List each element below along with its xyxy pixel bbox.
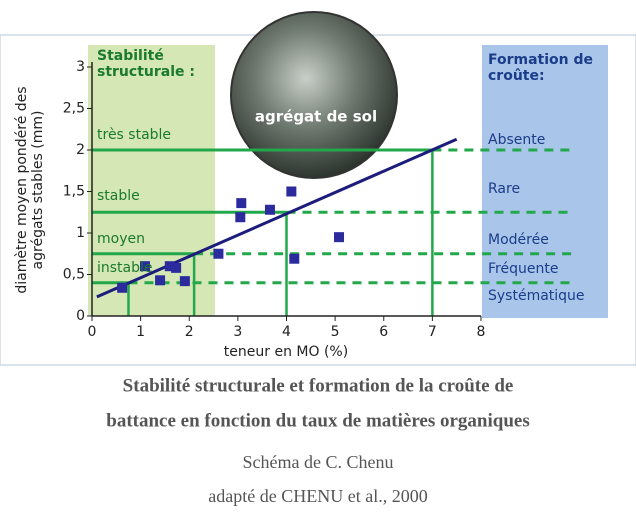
y-tick-label: 2 [76, 142, 85, 158]
y-tick-label: 0,5 [63, 267, 85, 283]
class-label: Fréquente [488, 261, 558, 277]
x-tick-label: 2 [185, 324, 194, 340]
y-axis-label: agrégats stables (mm) [30, 111, 46, 270]
point [236, 198, 247, 209]
x-tick-label: 3 [233, 324, 242, 340]
class-label: instable [97, 260, 153, 276]
caption-credit: Schéma de C. Chenu [243, 452, 394, 472]
class-label: Absente [488, 132, 545, 148]
point [171, 262, 182, 273]
y-tick-label: 1,5 [63, 184, 85, 200]
point [264, 204, 275, 215]
x-tick-label: 1 [136, 324, 145, 340]
trend-line [96, 137, 458, 299]
point [235, 212, 246, 223]
panel-title: Formation de [488, 52, 593, 68]
point [289, 253, 300, 264]
class-label: Systématique [488, 288, 585, 304]
class-label: Modérée [488, 232, 549, 248]
crust-panel [482, 45, 608, 318]
point [179, 276, 190, 287]
x-axis-label: teneur en MO (%) [224, 344, 348, 360]
caption-title: Stabilité structurale et formation de la… [123, 375, 514, 396]
photo [230, 11, 398, 179]
x-tick-label: 7 [428, 324, 437, 340]
panel-title: Stabilité [97, 48, 164, 64]
y-tick-label: 3 [76, 59, 85, 75]
panel-title: structurale : [97, 64, 195, 80]
point [286, 186, 297, 197]
panel-title: croûte: [488, 68, 545, 84]
x-tick-label: 8 [477, 324, 486, 340]
x-tick-label: 6 [379, 324, 388, 340]
x-tick-label: 5 [331, 324, 340, 340]
point [334, 232, 345, 243]
caption-source: adapté de CHENU et al., 2000 [208, 486, 427, 506]
caption-title: battance en fonction du taux de matières… [106, 410, 529, 431]
y-tick-label: 2,5 [63, 101, 85, 117]
point [155, 275, 166, 286]
class-label: très stable [97, 127, 171, 143]
photo-label: agrégat de sol [255, 108, 377, 126]
y-tick-label: 0 [76, 308, 85, 324]
class-label: Rare [488, 181, 520, 197]
x-tick-label: 4 [282, 324, 291, 340]
class-label: moyen [97, 231, 145, 247]
y-axis-label: diamètre moyen pondéré des [14, 86, 30, 293]
point [140, 261, 151, 272]
point [213, 248, 224, 259]
class-label: stable [97, 188, 140, 204]
point [117, 282, 128, 293]
point [164, 261, 175, 272]
x-tick-label: 0 [88, 324, 97, 340]
y-tick-label: 1 [76, 225, 85, 241]
